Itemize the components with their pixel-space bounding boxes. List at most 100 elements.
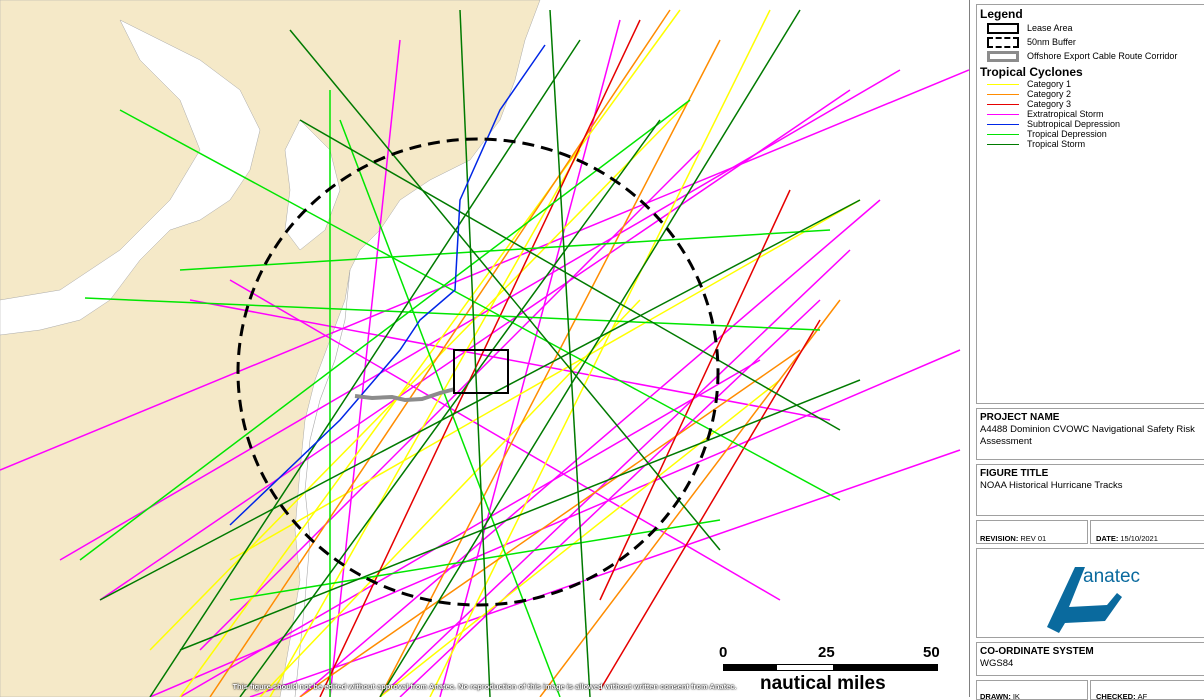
- track-tropical-storm: [459, 9, 491, 697]
- track-category-1: [179, 9, 681, 697]
- scale-tick-50: 50: [923, 644, 940, 661]
- date-value: 15/10/2021: [1120, 534, 1158, 543]
- legend-cyclone-tropical-depression: Tropical Depression: [987, 129, 1204, 139]
- scale-bar: 0 25 50 nautical miles: [714, 644, 944, 694]
- legend-item-label: 50nm Buffer: [1027, 37, 1076, 47]
- date-label: DATE:: [1096, 534, 1119, 543]
- coordinate-system-value: WGS84: [980, 658, 1014, 669]
- track-tropical-storm: [179, 379, 861, 651]
- land-mainland: [0, 0, 541, 697]
- legend-item-buffer: 50nm Buffer: [987, 35, 1204, 49]
- track-category-1: [379, 379, 781, 697]
- track-category-3: [319, 19, 641, 697]
- tropical-storm-swatch: [987, 143, 1019, 145]
- coordinate-system-box: CO-ORDINATE SYSTEM WGS84: [976, 642, 1204, 676]
- track-category-2: [539, 299, 841, 697]
- buffer-swatch: [987, 36, 1019, 48]
- track-tropical-storm: [549, 9, 591, 697]
- scale-tick-0: 0: [719, 644, 728, 661]
- track-extratropical: [179, 359, 761, 697]
- legend-cyclone-category-1: Category 1: [987, 79, 1204, 89]
- checked-label: CHECKED:: [1096, 692, 1136, 700]
- export-cable-corridor: [354, 387, 456, 403]
- track-category-2: [209, 9, 671, 697]
- figure-title-label: FIGURE TITLE: [980, 468, 1049, 479]
- track-tropical-depression: [179, 229, 831, 271]
- track-tropical-storm: [99, 199, 861, 601]
- land-peninsula-coast: [294, 269, 351, 697]
- legend-cyclone-extratropical: Extratropical Storm: [987, 109, 1204, 119]
- legend-cyclone-category-2: Category 2: [987, 89, 1204, 99]
- track-category-1: [269, 149, 581, 697]
- legend-item-label: Subtropical Depression: [1027, 119, 1121, 129]
- category-1-swatch: [987, 83, 1019, 85]
- project-name-value: A4488 Dominion CVOWC Navigational Safety…: [980, 424, 1195, 447]
- lease-area: [453, 349, 509, 394]
- cyclone-tracks: [0, 9, 969, 697]
- legend-item-label: Offshore Export Cable Route Corridor: [1027, 51, 1178, 61]
- legend-item-label: Tropical Depression: [1027, 129, 1107, 139]
- legend-item-label: Category 1: [1027, 79, 1072, 89]
- legend-cyclone-tropical-storm: Tropical Storm: [987, 139, 1204, 149]
- land-bay: [0, 19, 261, 336]
- drawn-label: DRAWN:: [980, 692, 1011, 700]
- coordinate-system-label: CO-ORDINATE SYSTEM: [980, 646, 1094, 657]
- track-category-2: [299, 349, 801, 697]
- project-name-box: PROJECT NAME A4488 Dominion CVOWC Naviga…: [976, 408, 1204, 460]
- track-tropical-depression: [229, 519, 721, 601]
- legend-item-label: Lease Area: [1027, 23, 1073, 33]
- track-extratropical: [149, 349, 961, 697]
- legend-item-label: Extratropical Storm: [1027, 109, 1104, 119]
- track-tropical-storm: [239, 119, 661, 697]
- map-frame[interactable]: 0 25 50 nautical miles This figure shoul…: [0, 0, 970, 697]
- figure-title-box: FIGURE TITLE NOAA Historical Hurricane T…: [976, 464, 1204, 516]
- track-category-2: [379, 39, 721, 697]
- legend-item-label: Tropical Storm: [1027, 139, 1086, 149]
- revision-label: REVISION:: [980, 534, 1019, 543]
- legend-item-lease-area: Lease Area: [987, 21, 1204, 35]
- track-extratropical: [189, 299, 831, 421]
- checked-box: CHECKED: AF: [1090, 680, 1204, 700]
- map-canvas[interactable]: [0, 0, 969, 697]
- side-panel: Legend Lease Area 50nm Buffer Offshore E…: [970, 0, 1204, 700]
- buffer-50nm: [236, 137, 720, 607]
- track-extratropical: [399, 299, 821, 697]
- track-category-3: [599, 319, 821, 691]
- scale-units: nautical miles: [760, 673, 886, 694]
- disclaimer-text: This figure should not be edited without…: [232, 682, 737, 691]
- category-2-swatch: [987, 93, 1019, 95]
- subtropical-depression-swatch: [987, 123, 1019, 125]
- track-extratropical: [379, 249, 851, 697]
- tropical-depression-swatch: [987, 133, 1019, 135]
- scale-segment-3: [834, 664, 938, 671]
- scale-segment-1: [723, 664, 776, 671]
- date-box: DATE: 15/10/2021: [1090, 520, 1204, 544]
- category-3-swatch: [987, 103, 1019, 105]
- legend-item-label: Category 2: [1027, 89, 1072, 99]
- lease-area-swatch: [987, 22, 1019, 34]
- legend-box: Legend Lease Area 50nm Buffer Offshore E…: [976, 4, 1204, 404]
- track-tropical-depression: [84, 297, 821, 331]
- track-category-1: [259, 299, 641, 697]
- track-category-1: [229, 199, 861, 561]
- legend-title: Legend: [980, 7, 1023, 21]
- revision-box: REVISION: REV 01: [976, 520, 1088, 544]
- project-name-label: PROJECT NAME: [980, 412, 1060, 423]
- anatec-logo-mark: [1047, 567, 1122, 633]
- anatec-logo: anatec: [1047, 566, 1140, 633]
- track-extratropical: [299, 199, 881, 697]
- legend-item-cable: Offshore Export Cable Route Corridor: [987, 49, 1204, 63]
- legend-cyclone-category-3: Category 3: [987, 99, 1204, 109]
- revision-value: REV 01: [1020, 534, 1047, 543]
- track-tropical-storm: [149, 39, 581, 697]
- track-category-3: [599, 189, 791, 601]
- checked-value: AF: [1137, 692, 1148, 700]
- scale-segment-2: [776, 664, 834, 671]
- logo-box: anatec: [976, 548, 1204, 638]
- anatec-logo-text: anatec: [1083, 566, 1140, 587]
- track-tropical-storm: [299, 119, 841, 431]
- track-extratropical: [0, 69, 969, 471]
- land-polygons: [0, 0, 541, 697]
- legend-item-label: Category 3: [1027, 99, 1072, 109]
- cyclones-title: Tropical Cyclones: [980, 65, 1083, 79]
